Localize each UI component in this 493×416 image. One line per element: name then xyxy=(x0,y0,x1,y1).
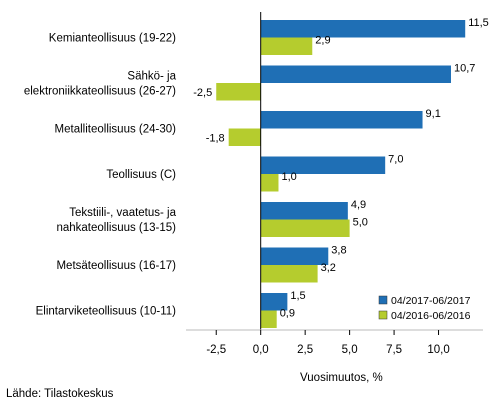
bars-group xyxy=(216,20,466,328)
value-label: 1,5 xyxy=(290,290,305,302)
value-label: -2,5 xyxy=(193,87,212,99)
legend-label: 04/2016-06/2016 xyxy=(391,310,471,322)
value-label: 10,7 xyxy=(454,63,475,75)
x-tick-label: 7,5 xyxy=(386,344,402,356)
value-label: 9,1 xyxy=(426,108,441,120)
category-label: Sähkö- ja elektroniikkateollisuus (26-27) xyxy=(24,71,177,98)
x-tick-label: 10,0 xyxy=(427,344,449,356)
bar xyxy=(216,83,261,101)
value-label: -1,8 xyxy=(206,132,225,144)
category-label: Tekstiili-, vaatetus- ja nahkateollisuus … xyxy=(56,207,176,234)
x-tick-label: 2,5 xyxy=(297,344,313,356)
legend-label: 04/2017-06/2017 xyxy=(391,295,471,307)
bar xyxy=(260,37,313,55)
bar xyxy=(260,65,451,83)
x-tick-label: 0,0 xyxy=(253,344,269,356)
value-label: 11,5 xyxy=(468,17,489,29)
bar xyxy=(260,156,386,174)
category-label: Metalliteollisuus (24-30) xyxy=(55,124,177,136)
x-axis: -2,5 0,0 2,5 5,0 7,5 10,0 xyxy=(186,12,483,356)
value-labels: 11,5 2,9 10,7 -2,5 9,1 -1,8 7,0 1,0 4,9 5,0 3,8 3,2… xyxy=(193,17,489,320)
source-note: Lähde: Tilastokeskus xyxy=(6,388,114,400)
category-label: Teollisuus (C) xyxy=(106,169,176,181)
category-label: Metsäteollisuus (16-17) xyxy=(56,260,176,272)
value-label: 3,8 xyxy=(331,245,346,257)
bar xyxy=(260,219,350,237)
value-label: 1,0 xyxy=(281,171,296,183)
bar xyxy=(260,247,329,265)
category-label: Elintarviketeollisuus (10-11) xyxy=(36,306,177,318)
legend-swatch xyxy=(378,310,388,320)
value-label: 5,0 xyxy=(353,217,368,229)
category-labels: Kemianteollisuus (19-22) Sähkö- ja elektro… xyxy=(24,33,177,318)
bar xyxy=(260,111,423,129)
value-label: 4,9 xyxy=(351,199,366,211)
category-label: Kemianteollisuus (19-22) xyxy=(49,33,176,45)
bar xyxy=(228,128,261,146)
x-tick-label: -2,5 xyxy=(206,344,226,356)
value-label: 3,2 xyxy=(321,262,336,274)
bar xyxy=(260,293,288,311)
x-axis-title: Vuosimuutos, % xyxy=(300,372,383,384)
legend-swatch xyxy=(378,295,388,305)
bar xyxy=(260,265,318,283)
legend: 04/2017-06/2017 04/2016-06/2016 xyxy=(378,295,471,322)
x-tick-label: 5,0 xyxy=(342,344,358,356)
bar xyxy=(260,20,466,38)
bar xyxy=(260,202,348,220)
bar xyxy=(260,174,279,192)
value-label: 7,0 xyxy=(388,154,403,166)
bar xyxy=(260,310,277,328)
value-label: 2,9 xyxy=(315,35,330,47)
value-label: 0,9 xyxy=(280,308,295,320)
